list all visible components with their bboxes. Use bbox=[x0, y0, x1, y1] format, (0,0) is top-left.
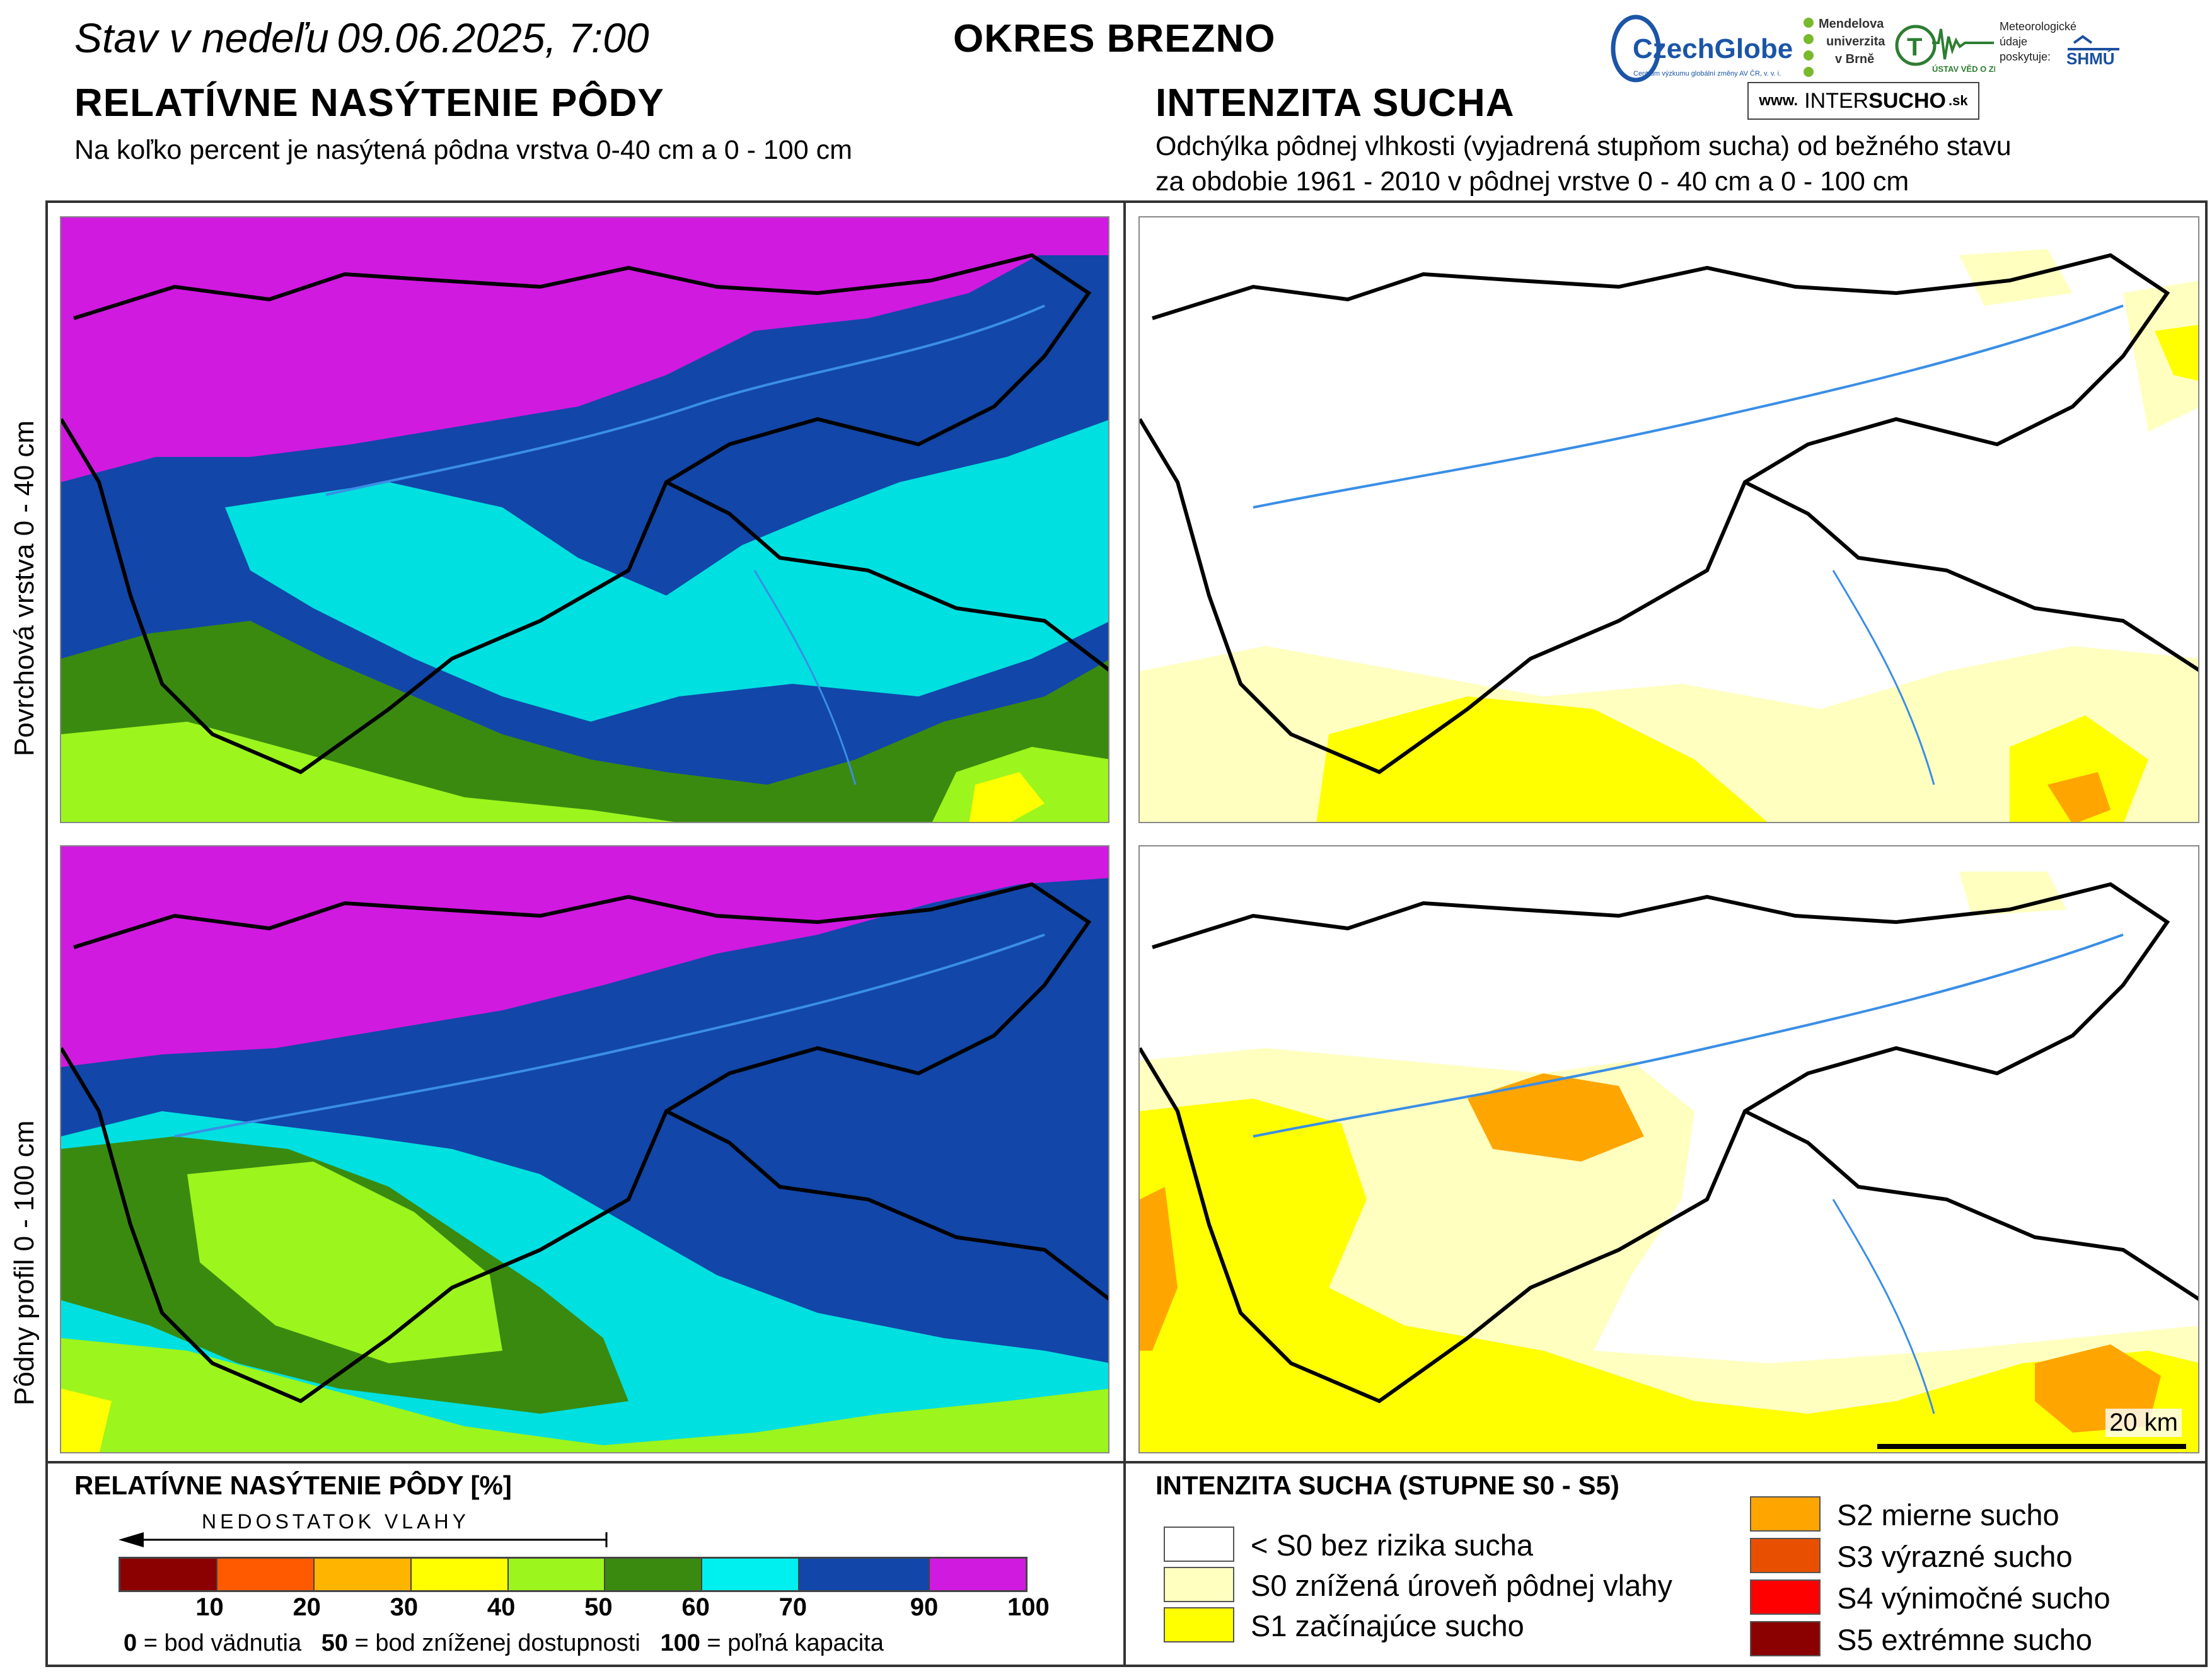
map-drought-0-40 bbox=[1138, 216, 2199, 823]
colorbar-bin bbox=[120, 1559, 217, 1590]
mendel-logo: Mendelova univerzita v Brně bbox=[1800, 14, 1894, 83]
colorbar-bin bbox=[605, 1559, 703, 1590]
colorbar-bin bbox=[930, 1559, 1026, 1590]
left-title: RELATÍVNE NASÝTENIE PÔDY bbox=[74, 81, 664, 125]
colorbar-tick-label: 50 bbox=[584, 1593, 613, 1621]
colorbar-bin bbox=[411, 1559, 509, 1590]
map-drought-0-100: 20 km bbox=[1138, 845, 2199, 1453]
colorbar-bin bbox=[508, 1559, 606, 1590]
drought-legend-label: S3 výrazné sucho bbox=[1837, 1540, 2073, 1573]
uvz-logo: T ÚSTAV VĚD O ZEMI bbox=[1894, 18, 2008, 81]
drought-legend-label: S1 začínajúce sucho bbox=[1251, 1609, 1524, 1642]
colorbar-bin bbox=[314, 1559, 412, 1590]
uvz-logo-text: ÚSTAV VĚD O ZEMI bbox=[1932, 64, 1995, 74]
right-subtitle-1: Odchýlka pôdnej vlhkosti (vyjadrená stup… bbox=[1155, 131, 2012, 161]
drought-legend-label: S0 znížená úroveň pôdnej vlahy bbox=[1251, 1569, 1672, 1602]
row-label-top: Povrchová vrstva 0 - 40 cm bbox=[9, 420, 40, 756]
legend-divider bbox=[45, 1461, 2208, 1463]
saturation-colorbar bbox=[119, 1557, 1028, 1592]
status-datetime: 09.06.2025, 7:00 bbox=[337, 14, 649, 61]
note-100-text: = poľná kapacita bbox=[700, 1630, 884, 1656]
drought-legend-label: S2 mierne sucho bbox=[1837, 1498, 2059, 1532]
right-subtitle-2: za obdobie 1961 - 2010 v pôdnej vrstve 0… bbox=[1155, 166, 1909, 197]
drought-legend-label: < S0 bez rizika sucha bbox=[1251, 1528, 1534, 1562]
drought-legend-label: S4 výnimočné sucho bbox=[1837, 1581, 2111, 1615]
colorbar-tick-label: 40 bbox=[487, 1593, 516, 1621]
drought-legend-swatch bbox=[1750, 1496, 1821, 1532]
row-label-bottom: Pôdny profil 0 - 100 cm bbox=[9, 1120, 40, 1406]
meteo-line3: poskytuje: bbox=[2000, 50, 2051, 63]
colorbar-tick-label: 10 bbox=[195, 1593, 224, 1621]
drought-legend-swatch bbox=[1750, 1538, 1821, 1573]
scale-bar-label: 20 km bbox=[2105, 1409, 2182, 1437]
drought-legend-swatch bbox=[1164, 1607, 1234, 1642]
czechglobe-logo-sub: Centrum výzkumu globální změny AV ČR, v.… bbox=[1633, 69, 1781, 78]
legend-right-title: INTENZITA SUCHA (STUPNE S0 - S5) bbox=[1155, 1470, 1619, 1500]
deficit-arrow-label: NEDOSTATOK VLAHY bbox=[202, 1510, 470, 1533]
colorbar-note: 0 = bod vädnutia 50 = bod zníženej dostu… bbox=[124, 1630, 884, 1657]
colorbar-tick-label: 70 bbox=[779, 1593, 808, 1621]
legend-left-title: RELATÍVNE NASÝTENIE PÔDY [%] bbox=[74, 1470, 512, 1500]
drought-legend-label: S5 extrémne sucho bbox=[1837, 1623, 2092, 1656]
czechglobe-logo-text: CzechGlobe bbox=[1633, 33, 1793, 64]
status-date: Stav v nedeľu 09.06.2025, 7:00 bbox=[74, 14, 649, 62]
meteo-line1: Meteorologické bbox=[2000, 20, 2076, 33]
colorbar-tick-label: 30 bbox=[390, 1593, 419, 1621]
colorbar-bin bbox=[799, 1559, 930, 1590]
note-0-text: = bod vädnutia bbox=[137, 1630, 302, 1656]
meteo-line2: údaje bbox=[2000, 35, 2027, 48]
drought-legend-swatch bbox=[1164, 1527, 1234, 1562]
note-100-num: 100 bbox=[660, 1630, 700, 1656]
colorbar-tick-label: 100 bbox=[1007, 1593, 1050, 1621]
mendel-logo-line1: Mendelova bbox=[1819, 17, 1884, 31]
mendel-logo-line2: univerzita bbox=[1826, 35, 1885, 49]
note-0-num: 0 bbox=[124, 1630, 137, 1656]
intersucho-sk: .sk bbox=[1948, 93, 1968, 108]
intersucho-sucho: SUCHO bbox=[1868, 88, 1946, 113]
colorbar-bin bbox=[702, 1559, 800, 1590]
intersucho-www: www. bbox=[1759, 92, 1798, 109]
mendel-logo-line3: v Brně bbox=[1835, 52, 1874, 66]
map-saturation-0-100 bbox=[60, 845, 1109, 1453]
shmu-logo: Meteorologické údaje poskytuje: SHMÚ bbox=[2000, 19, 2126, 82]
colorbar-ticks: 10 20 30 40 50 60 70 90 100 bbox=[119, 1593, 1050, 1622]
intersucho-logo: www. INTER SUCHO .sk bbox=[1747, 82, 1979, 120]
shmu-logo-text: SHMÚ bbox=[2066, 49, 2115, 68]
status-label: Stav v nedeľu bbox=[74, 14, 329, 61]
colorbar-tick-label: 20 bbox=[292, 1593, 321, 1621]
colorbar-tick-label: 90 bbox=[910, 1593, 939, 1621]
intersucho-inter: INTER bbox=[1804, 88, 1869, 113]
drought-legend-swatch bbox=[1750, 1579, 1821, 1615]
frame-divider bbox=[1123, 200, 1126, 1667]
colorbar-bin bbox=[217, 1559, 315, 1590]
left-subtitle: Na koľko percent je nasýtená pôdna vrstv… bbox=[74, 135, 852, 165]
colorbar-tick-label: 60 bbox=[681, 1593, 710, 1621]
district-title: OKRES BREZNO bbox=[953, 17, 1276, 61]
svg-text:T: T bbox=[1907, 33, 1922, 61]
drought-legend-swatch bbox=[1164, 1567, 1234, 1602]
deficit-arrow bbox=[119, 1532, 608, 1547]
note-50-text: = bod zníženej dostupnosti bbox=[348, 1630, 640, 1656]
czechglobe-logo: CzechGlobe Centrum výzkumu globální změn… bbox=[1611, 14, 1797, 83]
right-title: INTENZITA SUCHA bbox=[1155, 81, 1515, 125]
note-50-num: 50 bbox=[321, 1630, 349, 1656]
drought-legend-swatch bbox=[1750, 1621, 1821, 1656]
map-saturation-0-40 bbox=[60, 216, 1109, 823]
